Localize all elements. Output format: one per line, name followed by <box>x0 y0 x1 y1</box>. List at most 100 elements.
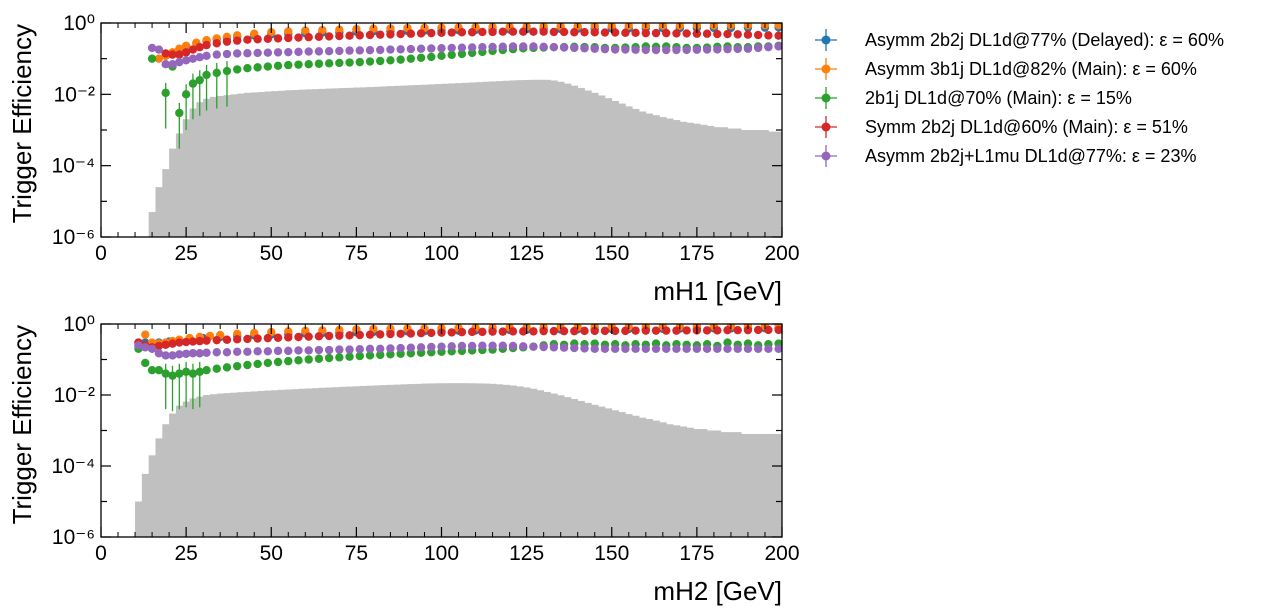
x-tick-label: 100 <box>424 542 459 565</box>
x-tick-label: 200 <box>764 242 799 265</box>
histogram-bar <box>196 396 204 537</box>
histogram-bar <box>625 106 633 237</box>
data-point <box>335 353 344 362</box>
data-point <box>386 56 395 65</box>
y-tick-label: 10⁻⁴ <box>52 155 95 178</box>
data-point <box>365 57 375 66</box>
data-point <box>273 346 283 356</box>
data-point <box>641 344 650 354</box>
data-point <box>508 27 518 36</box>
data-point <box>580 44 589 53</box>
data-point <box>168 339 177 348</box>
histogram-bar <box>632 415 640 537</box>
data-point <box>161 340 170 349</box>
data-point <box>168 50 177 59</box>
histogram-bar <box>754 433 762 537</box>
data-point <box>154 45 164 54</box>
histogram-bar <box>271 91 279 237</box>
histogram-bar <box>741 130 749 237</box>
data-point <box>376 344 385 354</box>
data-point <box>610 28 620 37</box>
data-point <box>233 65 242 74</box>
data-point <box>539 42 548 52</box>
data-point <box>195 349 204 358</box>
histogram-bar <box>468 383 476 537</box>
x-tick-label: 50 <box>260 542 283 565</box>
legend-label: Symm 2b2j DL1d@60% (Main): ε = 51% <box>865 117 1188 137</box>
histogram-bar <box>577 400 585 537</box>
data-point <box>212 348 221 357</box>
data-point <box>188 54 198 63</box>
histogram-bar <box>284 90 293 237</box>
data-point <box>753 30 763 40</box>
histogram-bar <box>611 101 619 237</box>
histogram-bar <box>148 212 156 237</box>
histogram-bar <box>325 387 333 537</box>
data-point <box>324 46 334 56</box>
data-point <box>273 61 283 71</box>
data-point <box>243 35 252 44</box>
data-point <box>764 42 773 52</box>
histogram-bar <box>645 113 654 237</box>
data-point <box>365 30 375 40</box>
data-point <box>345 345 354 354</box>
data-point <box>175 369 184 378</box>
histogram-bar <box>638 111 647 237</box>
data-point <box>651 45 661 55</box>
histogram-bar <box>182 401 190 537</box>
histogram-bar <box>611 410 619 537</box>
y-tick-label: 10⁻² <box>54 83 95 106</box>
x-tick-label: 150 <box>594 242 629 265</box>
histogram-bar <box>332 387 340 537</box>
legend-label: Asymm 2b2j+L1mu DL1d@77%: ε = 23% <box>865 146 1196 166</box>
histogram-bar <box>523 79 531 237</box>
data-point <box>376 56 385 66</box>
data-point <box>600 28 610 37</box>
data-point <box>243 360 252 370</box>
histogram-bar <box>761 130 769 237</box>
data-point <box>416 44 426 53</box>
histogram-bar <box>203 98 211 237</box>
y-tick-label: 10⁻⁶ <box>52 226 95 249</box>
data-point <box>314 332 324 341</box>
data-point <box>457 43 467 52</box>
data-point <box>478 341 487 350</box>
data-point <box>175 338 184 347</box>
data-point <box>168 351 177 360</box>
data-point <box>774 344 782 354</box>
data-point <box>202 70 211 80</box>
data-point <box>549 326 559 336</box>
data-point <box>416 343 426 352</box>
data-point <box>263 62 273 71</box>
data-point <box>273 357 283 367</box>
data-point <box>631 344 640 354</box>
histogram-bar <box>754 130 762 237</box>
histogram-bar <box>352 386 361 537</box>
histogram-bar <box>155 438 163 537</box>
data-point <box>590 344 599 354</box>
histogram-bar <box>312 388 320 537</box>
data-point <box>369 24 378 33</box>
data-point <box>253 48 262 58</box>
top-panel: 0 25 50 75 100 125 150 175 200 10⁻⁶ 10⁻⁴ 10⁻² 10⁰ mH1… <box>7 12 800 306</box>
data-point <box>406 29 416 38</box>
data-point <box>355 46 364 55</box>
data-point <box>318 25 327 35</box>
legend-item: Symm 2b2j DL1d@60% (Main): ε = 51% <box>815 116 1188 138</box>
y-axis: 10⁻⁶ 10⁻⁴ 10⁻² 10⁰ <box>52 12 782 249</box>
data-point <box>365 330 375 339</box>
histogram-bar <box>421 383 429 537</box>
data-point <box>774 31 782 40</box>
histogram-bar <box>747 130 756 237</box>
y-tick-label: 10⁰ <box>63 313 95 336</box>
data-point <box>386 24 395 33</box>
x-tick-label: 150 <box>594 542 629 565</box>
histogram-bar <box>135 501 143 537</box>
data-point <box>147 344 157 354</box>
legend-marker <box>821 151 831 161</box>
histogram-bar <box>339 386 347 537</box>
histogram-bar <box>175 405 184 537</box>
data-point <box>539 326 548 336</box>
data-point <box>764 325 773 335</box>
histogram-bar <box>318 387 327 537</box>
